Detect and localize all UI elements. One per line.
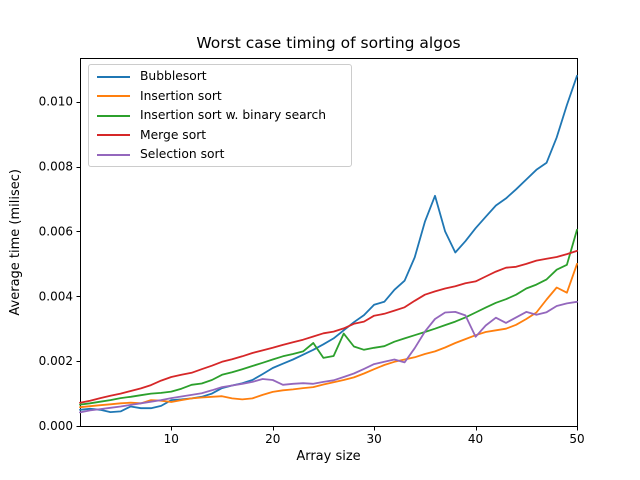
legend-item-merge-sort: Merge sort xyxy=(97,127,339,142)
legend-item-selection-sort: Selection sort xyxy=(97,148,339,161)
legend-label: Merge sort xyxy=(140,127,207,142)
legend-item-bubblesort: Bubblesort xyxy=(97,70,339,83)
series-line-insertion-sort xyxy=(79,262,578,409)
x-tick-label: 50 xyxy=(569,432,584,446)
y-tick-label: 0.002 xyxy=(39,354,73,368)
y-tick-label: 0.010 xyxy=(39,95,73,109)
legend-line-swatch xyxy=(97,134,130,136)
y-tick-label: 0.006 xyxy=(39,224,73,238)
legend-item-insertion-sort-w-binary-search: Insertion sort w. binary search xyxy=(97,109,339,122)
y-axis-label: Average time (milisec) xyxy=(7,168,23,316)
x-tick-label: 30 xyxy=(367,432,382,446)
plot-frame xyxy=(80,58,578,427)
legend-label: Insertion sort w. binary search xyxy=(140,108,327,122)
series-line-bubblesort xyxy=(79,74,578,414)
x-tick-label: 40 xyxy=(468,432,483,446)
series-line-selection-sort xyxy=(79,300,578,414)
legend-line-swatch xyxy=(97,95,130,97)
legend-line-swatch xyxy=(97,75,130,78)
y-axis-label-holder: Average time (milisec) xyxy=(2,58,28,426)
y-tick-label: 0.000 xyxy=(39,419,73,433)
legend: Bubblesort Insertion sort Insertion sort w… xyxy=(88,64,352,167)
legend-label: Selection sort xyxy=(140,147,225,161)
legend-line-swatch xyxy=(97,114,130,117)
series-line-merge-sort xyxy=(79,249,578,404)
legend-item-insertion-sort: Insertion sort xyxy=(97,88,339,103)
legend-line-swatch xyxy=(97,153,130,156)
y-tick-label: 0.008 xyxy=(39,160,73,174)
x-axis-label: Array size xyxy=(296,449,361,464)
series-line-insertion-sort-w-binary-search xyxy=(79,228,578,406)
y-tick-label: 0.004 xyxy=(39,289,73,303)
legend-label: Bubblesort xyxy=(140,69,207,83)
x-tick-label: 20 xyxy=(265,432,280,446)
x-tick-label: 10 xyxy=(164,432,179,446)
legend-label: Insertion sort xyxy=(140,88,222,103)
chart-title: Worst case timing of sorting algos xyxy=(196,34,461,52)
